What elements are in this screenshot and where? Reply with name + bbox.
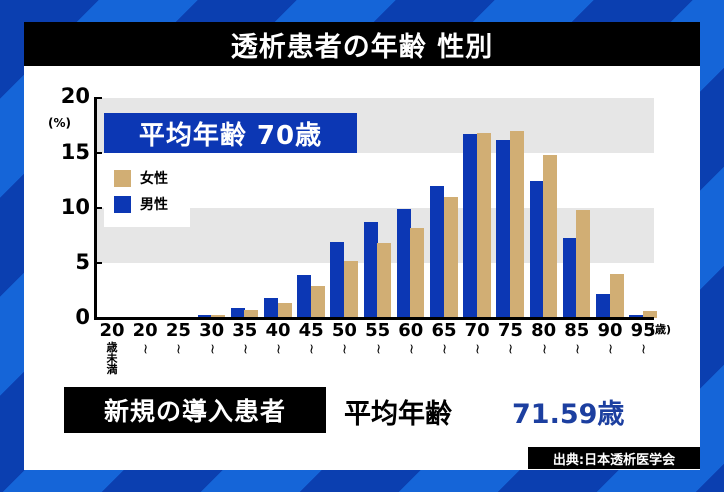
x-label: 75 ~ [497,320,523,355]
y-axis [94,98,97,320]
bar-female [576,210,591,318]
x-label: 25 ~ [165,320,191,355]
bar-male [330,242,345,318]
y-label-10: 10 [60,195,90,219]
bar-female [310,286,325,318]
x-label: 95 ~ [630,320,656,355]
male-swatch-icon [114,195,131,213]
average-age-box: 平均年齢 70歳 [104,113,357,153]
bar-female [211,314,226,318]
bar-female [244,310,259,318]
new-patients-label: 新規の導入患者 [64,387,326,433]
legend-male: 男性 [104,191,190,217]
bar-male [264,298,278,318]
y-tick [94,152,102,154]
y-label-15: 15 [60,140,90,164]
bar-male [463,134,478,318]
bar-male [396,209,411,318]
bar-male [430,186,444,318]
y-unit: (%) [48,116,71,130]
y-label-20: 20 [60,84,90,108]
bar-female [642,311,657,318]
new-patients-avg-value: 71.59歳 [512,399,625,430]
x-label: 85 ~ [564,320,590,355]
bar-female [609,274,624,318]
bar-male [496,139,511,318]
bar-female [443,197,458,318]
x-label: 65 ~ [431,320,457,355]
legend-male-label: 男性 [140,197,168,213]
bar-female [277,302,292,318]
legend: 女性 男性 [104,165,190,227]
bar-male [562,237,577,318]
bar-male [596,293,610,318]
x-label: 20 ~ [132,320,158,355]
x-label: 55 ~ [365,320,391,355]
y-label-5: 5 [75,250,90,274]
x-label: 45 ~ [298,320,324,355]
x-axis-labels: 20 歳 未 満 20 ~ 25 ~ 30 ~ 35 ~ 40 ~ 45 ~ 50 ~ 55 ~ 60 ~ 65 ~ 70 ~… [94,320,674,380]
bar-female [476,133,491,318]
x-label: 90 ~ [597,320,623,355]
bar-male [197,314,212,318]
bar-male [529,180,544,318]
x-label: 50 ~ [331,320,357,355]
legend-female: 女性 [104,165,190,191]
legend-female-label: 女性 [140,171,168,187]
y-tick [94,97,102,99]
bar-male [629,314,644,318]
x-label: 20 歳 未 満 [99,320,125,376]
x-label: 60 ~ [398,320,424,355]
bar-male [297,275,312,318]
bar-male [363,222,378,318]
chart-title: 透析患者の年齢 性別 [24,22,700,66]
y-label-0: 0 [75,305,90,329]
x-label: 40 ~ [265,320,291,355]
new-patients-avg-label: 平均年齢 [344,399,452,430]
y-tick [94,207,102,209]
source-credit: 出典:日本透析医学会 [528,447,700,469]
female-swatch-icon [114,169,131,187]
x-axis [94,317,654,320]
x-label: 80 ~ [531,320,557,355]
x-label: 70 ~ [464,320,490,355]
x-label: 35 ~ [232,320,258,355]
bar-female [509,131,524,318]
bar-female [377,243,392,318]
x-label: 30 ~ [199,320,225,355]
bar-female [543,155,558,318]
x-unit: (歳) [650,323,672,336]
bar-female [343,260,358,318]
y-tick [94,262,102,264]
bar-female [410,227,425,318]
bar-male [230,308,245,318]
